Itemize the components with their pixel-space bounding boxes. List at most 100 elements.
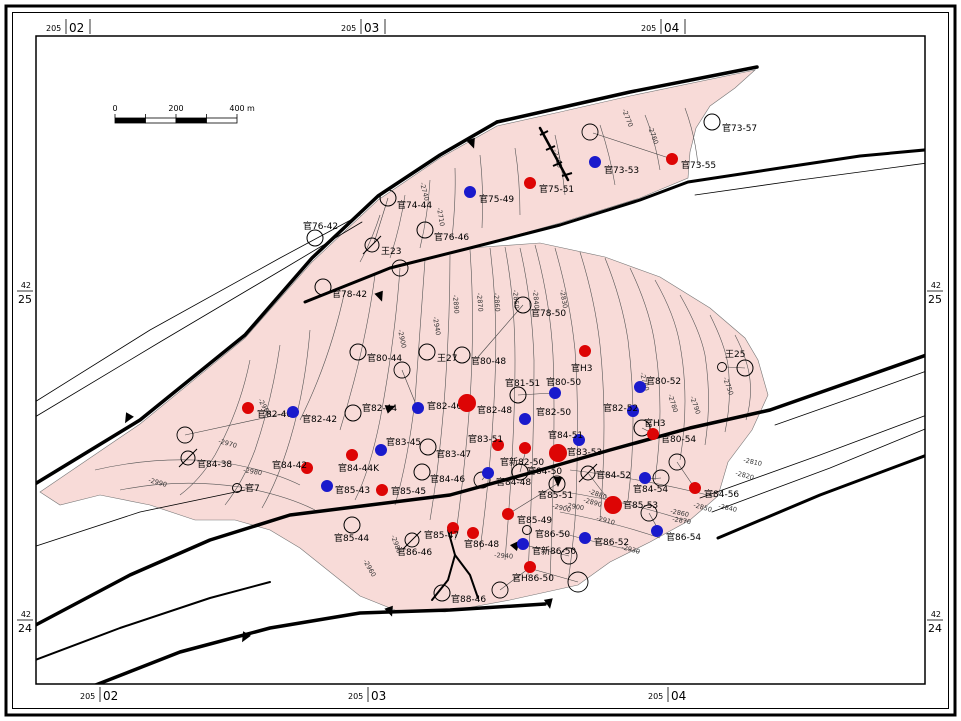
- well-symbol-open: [413, 463, 431, 481]
- well-symbol-open: [511, 463, 529, 481]
- fault-line: [303, 148, 925, 304]
- well-王23: 王23: [362, 235, 401, 257]
- well-官86-50: 官86-50: [522, 525, 570, 540]
- well-label: 官84-38: [197, 458, 232, 470]
- well-label: 官85-44: [334, 532, 369, 544]
- well-symbol-oil-large: [458, 394, 476, 412]
- contour-line: [299, 289, 346, 421]
- well-marker-unlabeled: [491, 581, 509, 599]
- well-symbol-small-open: [232, 483, 242, 493]
- well-官H3: 官H3: [571, 345, 593, 374]
- well-官82-50: 官82-50: [519, 406, 571, 425]
- contour-line: [429, 254, 451, 521]
- well-官7: 官7: [232, 482, 260, 494]
- well-王27: 王27: [418, 343, 457, 364]
- grid-label-small: 205: [348, 692, 363, 701]
- well-symbol-oil: [666, 153, 678, 165]
- well-label: 官新82-50: [500, 456, 544, 468]
- reservoir-area: [39, 69, 769, 613]
- contour-line: [684, 107, 699, 166]
- fault-direction-arrow: [125, 412, 134, 424]
- well-官82-40: 官82-40: [242, 402, 292, 420]
- well-symbol-open: [418, 343, 436, 361]
- well-tie-line: [725, 366, 746, 369]
- well-symbol-water: [639, 472, 651, 484]
- well-label: 官86-52: [594, 536, 629, 548]
- well-symbol-water: [375, 444, 387, 456]
- fault-tick: [539, 130, 549, 136]
- well-label: 王23: [381, 246, 401, 257]
- well-官84-42: 官84-42: [272, 459, 313, 474]
- grid-label-small: 205: [648, 692, 663, 701]
- fault-line: [93, 602, 547, 684]
- contour-line: [514, 147, 521, 216]
- contour-label: -2870: [475, 292, 485, 312]
- fault-line: [36, 120, 499, 486]
- well-symbol-open: [306, 229, 324, 247]
- well-官85-45: 官85-45: [376, 484, 426, 497]
- well-symbol-oil: [647, 428, 659, 440]
- well-label: 官83-45: [386, 436, 421, 448]
- fault-direction-arrow: [553, 477, 563, 487]
- well-官84-48: 官84-48: [482, 467, 531, 488]
- well-marker-unlabeled: [176, 426, 194, 444]
- well-marker-unlabeled: [473, 471, 491, 489]
- well-label: 官86-50: [535, 528, 570, 540]
- well-symbol-abandoned: [180, 450, 196, 466]
- contour-label: -2940: [431, 316, 442, 336]
- well-label: 官75-51: [539, 183, 574, 195]
- grid-label-big: 02: [103, 689, 118, 703]
- contour-line: [359, 214, 381, 263]
- contour-line: [554, 247, 578, 583]
- fault-line: [36, 353, 925, 627]
- well-官86-48: 官86-48: [464, 527, 499, 550]
- contour-line: [559, 511, 661, 539]
- fault-line: [36, 581, 271, 661]
- well-官85-47: 官85-47: [424, 522, 459, 541]
- well-symbol-open: [416, 221, 434, 239]
- outer-border-inner-line: [12, 12, 949, 709]
- well-label: 官H3: [644, 417, 666, 429]
- contour-label: -2830: [558, 289, 569, 309]
- well-symbol-oil: [492, 439, 504, 451]
- well-symbol-open: [343, 516, 361, 534]
- contour-label: -2860: [492, 292, 502, 312]
- well-官84-46: 官84-46: [413, 463, 465, 485]
- well-label: 官84-48: [496, 476, 531, 488]
- scale-bar-label: 0: [112, 104, 117, 113]
- well-symbol-water: [321, 480, 333, 492]
- well-symbol-water: [519, 413, 531, 425]
- well-symbol-slash: [578, 463, 598, 483]
- contour-label: -2850: [511, 289, 521, 309]
- well-marker-unlabeled: [567, 571, 589, 593]
- well-官84-54: 官84-54: [633, 472, 668, 495]
- well-label: 官82-40: [257, 408, 292, 420]
- scale-bar-segment: [145, 117, 177, 124]
- contour-line: [564, 491, 691, 523]
- contour-label: -2890: [451, 294, 461, 314]
- well-label: 官84-51: [548, 429, 583, 441]
- contour-label: -2940: [494, 551, 514, 561]
- well-symbol-oil: [524, 561, 536, 573]
- well-官H3: 官H3: [633, 417, 666, 437]
- contour-line: [479, 154, 483, 229]
- grid-label-big: 04: [664, 21, 679, 35]
- contour-line: [479, 247, 497, 551]
- well-symbol-open: [379, 189, 397, 207]
- scale-bar-label: 400: [229, 104, 244, 113]
- contour-line: [394, 259, 426, 506]
- well-tie-line: [524, 544, 570, 557]
- contour-label: -2900: [552, 502, 572, 514]
- well-官73-57: 官73-57: [703, 113, 757, 134]
- well-官84-51: 官84-51: [548, 429, 585, 446]
- well-symbol-oil: [689, 482, 701, 494]
- grid-label-big: 24: [18, 622, 32, 635]
- well-symbol-oil: [447, 522, 459, 534]
- grid-label-small: 205: [46, 24, 61, 33]
- well-tie-line: [676, 461, 695, 488]
- grid-label-small: 42: [931, 610, 941, 619]
- grid-label-small: 205: [80, 692, 95, 701]
- contour-label: -2710: [435, 207, 446, 227]
- well-官H86-50: 官H86-50: [512, 561, 554, 584]
